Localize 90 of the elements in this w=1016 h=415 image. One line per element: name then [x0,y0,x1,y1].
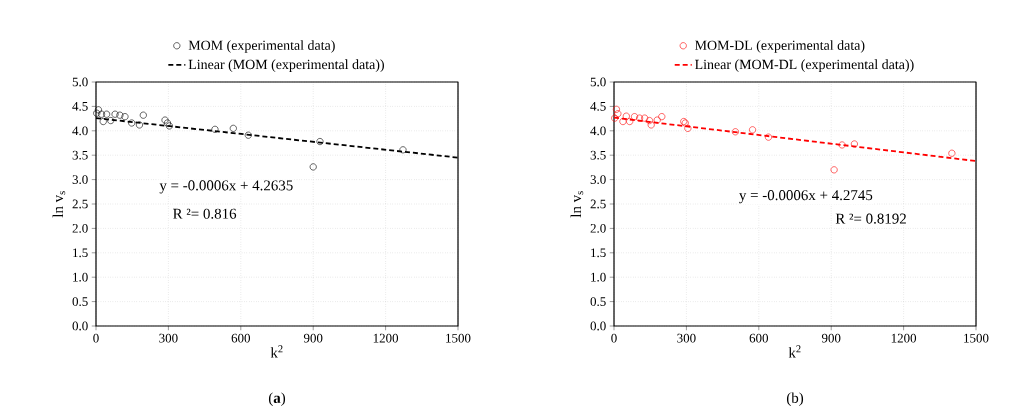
y-axis-title: ln v$_{s}$ [570,191,584,218]
point [103,110,111,118]
point [612,105,620,113]
point [641,114,649,122]
y-tick-label: 0.5 [590,297,606,306]
text: (b) [786,392,804,406]
y-tick-label: 5.0 [72,77,88,87]
point [116,111,124,119]
point [611,114,619,122]
x-tick-label: 0 [611,333,617,343]
y-tick-label: 0.0 [590,321,606,331]
x-tick-label: 900 [821,333,841,343]
point [94,106,102,114]
y-tick-label: 0.0 [72,321,88,331]
x-tick-label: 900 [303,333,323,343]
annotation: y = -0.0006x + 4.2745 [739,190,873,204]
x-tick-label: 1500 [446,333,471,343]
point [764,133,772,141]
point [99,118,107,126]
point [646,117,653,125]
point [631,113,639,121]
y-tick-label: 3.5 [72,150,88,160]
x-tick-label: 600 [749,333,769,343]
y-tick-label: 1.0 [591,272,606,282]
point [948,149,956,157]
x-tick-label: 1200 [373,333,399,343]
y-tick-label: 1.5 [73,248,88,258]
y-tick-label: 1.5 [591,248,606,258]
point [121,113,129,121]
point [647,121,655,129]
legend-label: Linear (MOM-DL (experimental data)) [695,59,914,72]
point [244,131,252,139]
point [165,122,173,130]
point [135,121,143,129]
y-tick-label: 4.0 [72,126,88,136]
point [316,138,324,146]
point [619,118,627,126]
legend-label: MOM-DL (experimental data) [695,40,865,53]
point [161,116,169,124]
annotation: R ²= 0.8192 [835,213,906,224]
point [626,118,634,126]
point [111,110,119,118]
x-tick-label: 1500 [964,333,989,343]
legend-label: MOM (experimental data) [188,40,335,53]
x-tick-label: 0 [93,333,99,343]
y-tick-label: 4.5 [72,102,88,111]
point [850,140,858,148]
point [211,125,219,133]
annotation: R ²= 0.816 [173,208,237,219]
point [139,111,147,119]
x-axis-title: k$^{2}$ [788,345,801,358]
y-tick-label: 5.0 [590,77,606,87]
point [684,124,692,132]
point [731,128,739,136]
x-tick-label: 300 [159,333,178,343]
y-tick-label: 4.0 [590,126,606,136]
x-tick-label: 1200 [891,333,917,343]
x-axis-title: k$^{2}$ [270,345,283,358]
y-tick-label: 3.0 [72,175,88,184]
x-tick-label: 300 [677,333,696,343]
y-tick-label: 0.5 [72,297,88,306]
y-axis-title: ln v$_{s}$ [52,191,66,218]
point [622,112,630,120]
point [749,126,757,134]
annotation: y = -0.0006x + 4.2635 [159,180,293,194]
point [163,119,171,127]
y-tick-label: 2.5 [72,199,88,209]
y-tick-label: 3.0 [590,175,606,184]
x-tick-label: 600 [231,333,251,343]
legend-label: Linear (MOM (experimental data)) [188,59,384,72]
point [658,113,666,121]
point [399,146,407,154]
y-tick-label: 4.5 [590,102,606,111]
y-tick-label: 2.0 [590,224,606,233]
y-tick-label: 1.0 [73,272,88,282]
point [229,124,237,132]
point [653,116,661,124]
point [98,110,106,118]
point [636,114,644,122]
point [838,141,846,149]
y-tick-label: 3.5 [590,150,606,160]
point [93,109,101,117]
y-tick-label: 2.5 [590,199,606,209]
point [128,119,136,127]
point [830,166,838,174]
text: (a) [268,392,286,406]
point [309,163,317,171]
point [614,110,622,118]
y-tick-label: 2.0 [72,224,88,233]
point [107,117,115,125]
